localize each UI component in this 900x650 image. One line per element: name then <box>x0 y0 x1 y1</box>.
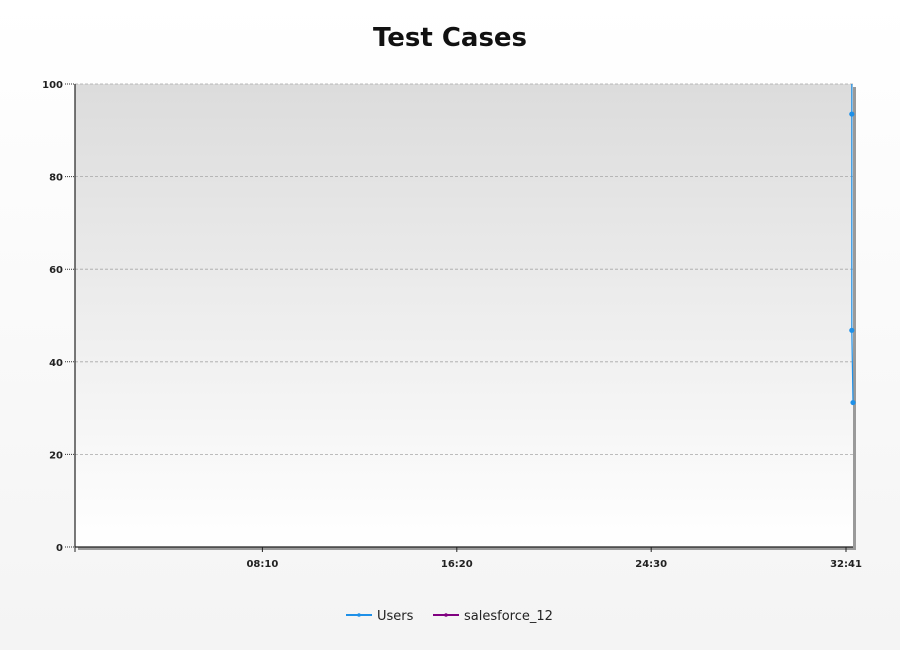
series-point-users <box>849 327 855 333</box>
y-tick-label: 80 <box>49 173 63 184</box>
legend-item-users: Users <box>346 609 414 624</box>
x-tick-label: 24:30 <box>635 559 667 570</box>
plot-area: 0 20 40 60 80 100 08:10 16:20 24:30 32:41 <box>42 80 862 570</box>
legend-marker-salesforce-12 <box>444 613 448 617</box>
y-tick-label: 20 <box>49 450 63 461</box>
chart-title: Test Cases <box>373 23 527 53</box>
legend-label-salesforce-12: salesforce_12 <box>464 609 553 624</box>
legend: Users salesforce_12 <box>346 609 553 624</box>
y-tick-label: 0 <box>56 543 63 554</box>
x-tick-label: 16:20 <box>441 559 473 570</box>
legend-item-salesforce-12: salesforce_12 <box>433 609 553 624</box>
x-tick-label: 32:41 <box>830 559 862 570</box>
legend-marker-users <box>357 613 361 617</box>
series-line-users <box>851 84 854 403</box>
legend-label-users: Users <box>377 609 414 624</box>
series-point-users <box>849 111 855 117</box>
series-point-users <box>850 399 856 406</box>
y-tick-label: 100 <box>42 80 63 91</box>
x-tick-label: 08:10 <box>246 559 278 570</box>
plot-background <box>75 84 853 547</box>
y-tick-label: 40 <box>49 358 63 369</box>
y-tick-label: 60 <box>49 265 63 276</box>
